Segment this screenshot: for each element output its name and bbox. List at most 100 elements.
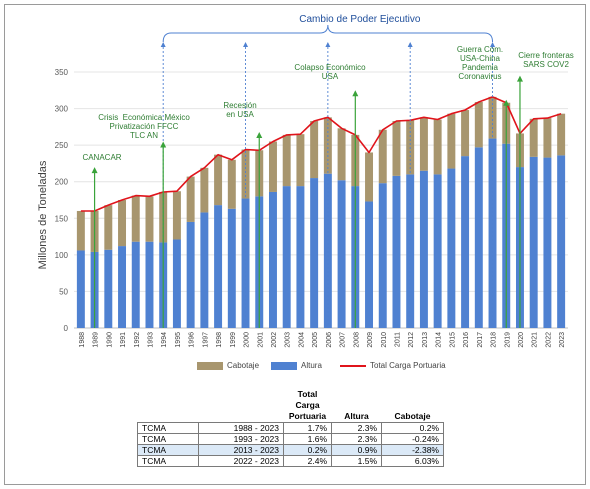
bracket-arrowhead [325, 42, 331, 47]
x-tick-label: 1998 [216, 332, 223, 348]
legend-total: Total Carga Portuaria [340, 361, 446, 370]
x-tick-label: 1991 [120, 332, 127, 348]
tcma-header-blank [138, 389, 284, 423]
y-tick-label: 50 [59, 287, 68, 296]
y-tick-label: 250 [55, 141, 69, 150]
x-tick-label: 2016 [463, 332, 470, 348]
row-altura: 0.9% [331, 444, 382, 456]
row-altura: 2.3% [331, 433, 382, 445]
event-arrowhead [503, 99, 510, 106]
row-total: 1.6% [283, 433, 332, 445]
bar-altura [365, 201, 374, 328]
x-tick-label: 2020 [518, 332, 525, 348]
x-tick-label: 1994 [161, 332, 168, 348]
x-tick-label: 1999 [230, 332, 237, 348]
table-row: TCMA 2013 - 2023 0.2% 0.9% -2.38% [137, 444, 444, 456]
legend-cabotaje: Cabotaje [197, 361, 259, 370]
tcma-header-total: Total Carga Portuaria [288, 389, 327, 421]
x-tick-label: 1996 [189, 332, 196, 348]
bar-altura [323, 173, 332, 328]
event-label-line: Recesión [223, 101, 256, 110]
total-carga-line [80, 96, 562, 212]
tcma-header-cabotaje: Cabotaje [394, 411, 431, 421]
x-tick-label: 2014 [436, 332, 443, 348]
row-period: 1988 - 2023 [198, 422, 284, 434]
bar-cabotaje [241, 149, 250, 199]
bar-cabotaje [365, 152, 374, 202]
row-period: 1993 - 2023 [198, 433, 284, 445]
event-arrowhead [256, 131, 263, 138]
bar-altura [268, 191, 277, 328]
bar-altura [214, 205, 223, 328]
x-tick-label: 2008 [353, 332, 360, 348]
bar-altura [145, 241, 154, 328]
bar-altura [186, 221, 195, 328]
x-tick-label: 1992 [134, 332, 141, 348]
y-tick-label: 150 [55, 214, 69, 223]
row-label: TCMA [137, 433, 199, 445]
x-tick-label: 2003 [285, 332, 292, 348]
event-label: CANACAR [82, 153, 121, 162]
bracket-label: Cambio de Poder Ejecutivo [299, 14, 421, 25]
bar-cabotaje [529, 118, 538, 157]
event-label-line: Crisis Económica México [98, 113, 190, 122]
x-tick-label: 2017 [477, 332, 484, 348]
event-label-line: USA-China [460, 54, 501, 63]
row-cabotaje: 0.2% [381, 422, 444, 434]
tcma-table: Total Carga Portuaria Altura Cabotaje TC… [137, 389, 444, 467]
event-label-line: Coronavirus [458, 72, 501, 81]
bar-cabotaje [227, 159, 236, 209]
bar-altura [310, 178, 319, 328]
y-tick-label: 300 [55, 105, 69, 114]
row-label: TCMA [137, 444, 199, 456]
event-label-line: Cierre fronteras [518, 51, 574, 60]
bracket-arrowhead [243, 42, 249, 47]
x-tick-label: 2022 [545, 332, 552, 348]
bar-altura [543, 157, 552, 328]
row-total: 0.2% [283, 444, 332, 456]
bar-altura [296, 186, 305, 328]
event-label-line: en USA [226, 110, 254, 119]
x-tick-label: 2006 [326, 332, 333, 348]
table-row: TCMA 1993 - 2023 1.6% 2.3% -0.24% [137, 433, 444, 445]
x-tick-label: 2000 [244, 332, 251, 348]
bar-cabotaje [268, 141, 277, 192]
x-tick-label: 1989 [93, 332, 100, 348]
bar-cabotaje [200, 167, 209, 213]
row-total: 2.4% [283, 455, 332, 467]
bar-cabotaje [474, 101, 483, 148]
x-tick-label: 2021 [532, 332, 539, 348]
x-tick-label: 2013 [422, 332, 429, 348]
event-arrowhead [516, 75, 523, 82]
bar-altura [131, 241, 140, 328]
bar-altura [200, 212, 209, 328]
legend-altura-label: Altura [301, 361, 322, 370]
bracket-arrowhead [407, 42, 413, 47]
bar-cabotaje [145, 196, 154, 242]
x-tick-label: 1988 [79, 332, 86, 348]
bar-cabotaje [296, 134, 305, 187]
bar-cabotaje [310, 121, 319, 179]
bar-altura [282, 186, 291, 328]
bar-cabotaje [186, 176, 195, 222]
x-tick-label: 2018 [491, 332, 498, 348]
legend-total-label: Total Carga Portuaria [370, 361, 446, 370]
bar-cabotaje [282, 134, 291, 187]
bracket-shape [162, 24, 494, 43]
bar-altura [118, 246, 127, 328]
x-tick-label: 2005 [312, 332, 319, 348]
event-label: Cierre fronteras SARS COV2 [518, 51, 574, 69]
bar-cabotaje [392, 121, 401, 176]
bar-cabotaje [488, 96, 497, 139]
bar-cabotaje [323, 117, 332, 174]
x-tick-label: 2007 [340, 332, 347, 348]
row-period: 2013 - 2023 [198, 444, 284, 456]
event-label-line: Guerra Com. [457, 45, 503, 54]
legend-total-swatch [340, 364, 366, 367]
event-annotations: CANACAR Crisis Económica México Privatizac… [82, 45, 574, 328]
x-tick-label: 1995 [175, 332, 182, 348]
x-tick-label: 2011 [394, 332, 401, 347]
event-label: Colapso Económico USA [294, 63, 366, 81]
event-label-line: USA [322, 72, 339, 81]
bar-cabotaje [214, 154, 223, 206]
